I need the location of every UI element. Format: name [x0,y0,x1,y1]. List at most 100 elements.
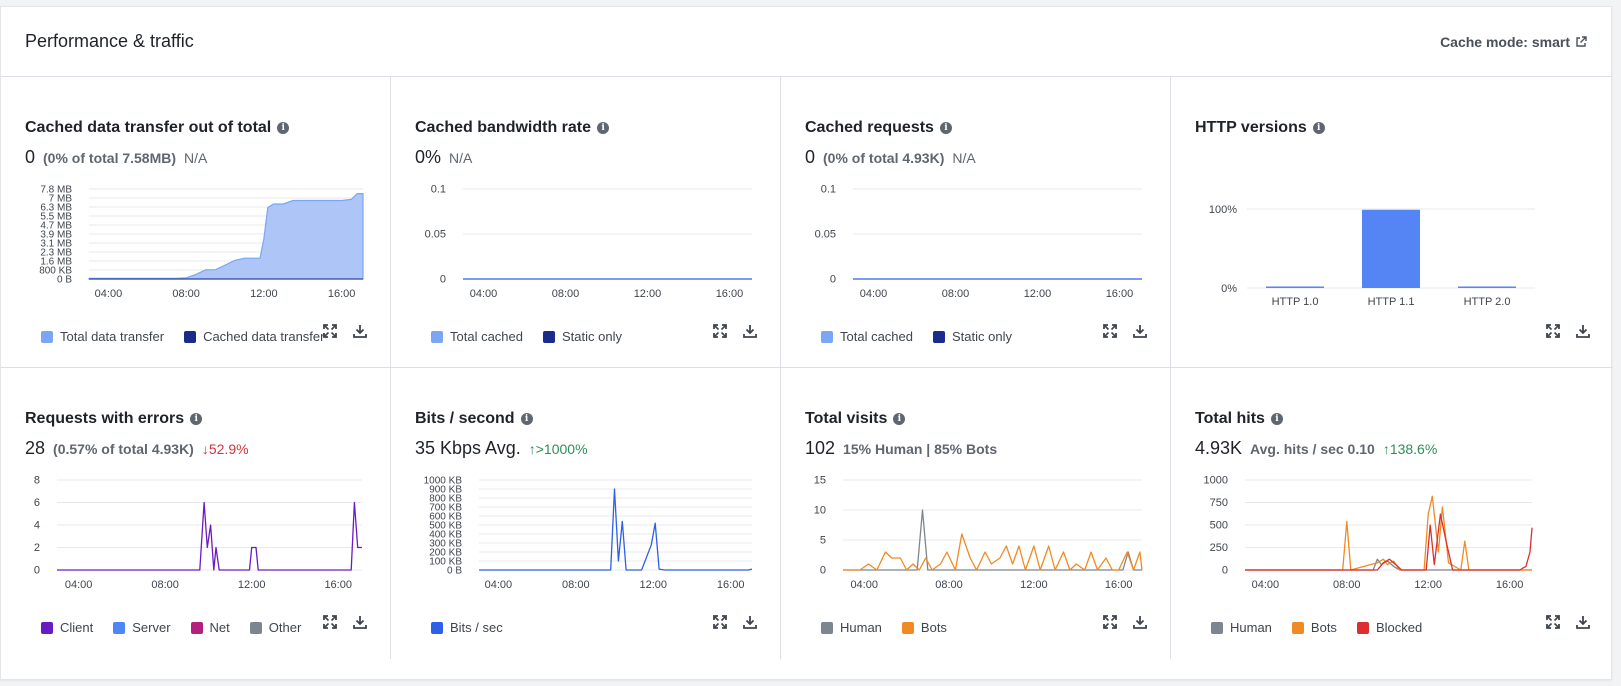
y-tick-label: 15 [814,475,826,487]
panel-title-text: Cached requests [805,119,934,136]
legend-item[interactable]: Client [41,620,93,635]
legend-item[interactable]: Total cached [431,329,523,344]
x-tick-label: 16:00 [1105,579,1133,591]
info-icon[interactable]: i [190,413,203,425]
expand-icon[interactable] [712,323,728,339]
legend-label: Total data transfer [60,329,165,344]
legend-item[interactable]: Static only [543,329,622,344]
download-icon[interactable] [1575,323,1591,339]
panel-requests-with-errors: Requests with errors i 28 (0.57% of total… [1,368,391,659]
info-icon[interactable]: i [277,122,290,134]
legend-item[interactable]: Bots [1291,620,1337,635]
legend-item[interactable]: Cached data transfer [184,329,324,344]
x-tick-label: 04:00 [850,579,878,591]
x-tick-label: 16:00 [717,579,745,591]
download-icon[interactable] [1575,614,1591,630]
legend-item[interactable]: Total data transfer [41,329,164,344]
x-tick-label: 12:00 [639,579,667,591]
cache-mode-link[interactable]: Cache mode: smart [1440,34,1587,50]
y-tick-label: 0 [820,565,826,577]
legend-swatch [1291,621,1304,634]
x-tick-label: 12:00 [250,288,278,300]
y-tick-label: 0.05 [425,229,446,241]
info-icon[interactable]: i [597,122,610,134]
info-icon[interactable]: i [893,413,906,425]
legend-item[interactable]: Human [821,620,882,635]
y-tick-label: 0 [440,274,446,286]
legend-label: Total cached [840,329,913,344]
panel-total-visits: Total visits i 102 15% Human | 85% Bots 15… [781,368,1171,659]
y-tick-label: 1.6 MB [40,257,72,268]
legend-label: Bots [920,620,947,635]
y-tick-label: 3.9 MB [40,230,72,241]
legend-item[interactable]: Bits / sec [431,620,503,635]
legend-item[interactable]: Blocked [1356,620,1422,635]
legend-swatch [41,330,53,343]
download-icon[interactable] [742,614,758,630]
expand-icon[interactable] [322,614,338,630]
legend-item[interactable]: Net [190,620,230,635]
legend-swatch [249,621,262,634]
y-tick-label: 2 [34,542,40,554]
expand-icon[interactable] [712,614,728,630]
y-tick-label: 7.8 MB [40,185,72,196]
expand-icon[interactable] [322,323,338,339]
x-tick-label: 12:00 [1020,579,1048,591]
y-tick-label: 1000 [1204,475,1228,487]
chart-legend: Total cached Static only [431,329,622,344]
legend-item[interactable]: Server [113,620,171,635]
legend-swatch [41,621,53,634]
info-icon[interactable]: i [1312,122,1325,134]
legend-label: Total cached [450,329,523,344]
stat-note: N/A [449,150,473,166]
expand-icon[interactable] [1545,614,1561,630]
chart-legend: Client Server Net Other [41,620,301,635]
panel-title-text: Cached data transfer out of total [25,119,272,136]
y-tick-label: 0.1 [431,184,446,196]
x-tick-label: 04:00 [860,288,888,300]
legend-item[interactable]: Other [249,620,301,635]
y-tick-label: 700 KB [429,503,462,514]
download-icon[interactable] [352,614,368,630]
legend-swatch [431,621,443,634]
chart-actions [322,323,368,339]
legend-swatch [901,621,914,634]
panel-title: Total visits i [805,410,906,428]
stat-note: N/A [952,150,976,166]
series-line [1245,495,1532,571]
legend-label: Static only [952,329,1012,344]
download-icon[interactable] [1132,614,1148,630]
series-line [843,533,1143,571]
download-icon[interactable] [1132,323,1148,339]
expand-icon[interactable] [1545,323,1561,339]
panel-title: Cached data transfer out of total i [25,119,290,137]
legend-item[interactable]: Static only [933,329,1012,344]
chart: 7.8 MB7 MB6.3 MB5.5 MB4.7 MB3.9 MB3.1 MB… [39,185,364,300]
x-tick-label: HTTP 2.0 [1464,296,1511,308]
y-tick-label: 100% [1209,204,1237,216]
chart-actions [712,614,758,630]
panel-cached-requests: Cached requests i 0 (0% of total 4.93K) N/… [781,77,1171,368]
download-icon[interactable] [352,323,368,339]
x-tick-label: 08:00 [935,579,963,591]
info-icon[interactable]: i [939,122,952,134]
legend-item[interactable]: Total cached [821,329,913,344]
expand-icon[interactable] [1102,323,1118,339]
legend-item[interactable]: Human [1211,620,1272,635]
stat-detail: (0.57% of total 4.93K) [53,441,194,457]
download-icon[interactable] [742,323,758,339]
legend-item[interactable]: Bots [901,620,947,635]
series-line [57,501,362,571]
y-tick-label: 0 [34,565,40,577]
y-tick-label: 7 MB [49,194,73,205]
chart: 15 10 5 0 04:00 08:00 12:00 16:00 [814,475,1143,591]
info-icon[interactable]: i [520,413,533,425]
stat-value: 4.93K [1195,438,1243,458]
panel-http-versions: HTTP versions i 100% 0% HTTP 1.0 HTTP 1.1 HT… [1171,77,1613,368]
info-icon[interactable]: i [1270,413,1283,425]
stat-change: ↑>1000% [528,441,588,457]
expand-icon[interactable] [1102,614,1118,630]
x-tick-label: 08:00 [942,288,970,300]
y-tick-label: 0% [1221,283,1237,295]
